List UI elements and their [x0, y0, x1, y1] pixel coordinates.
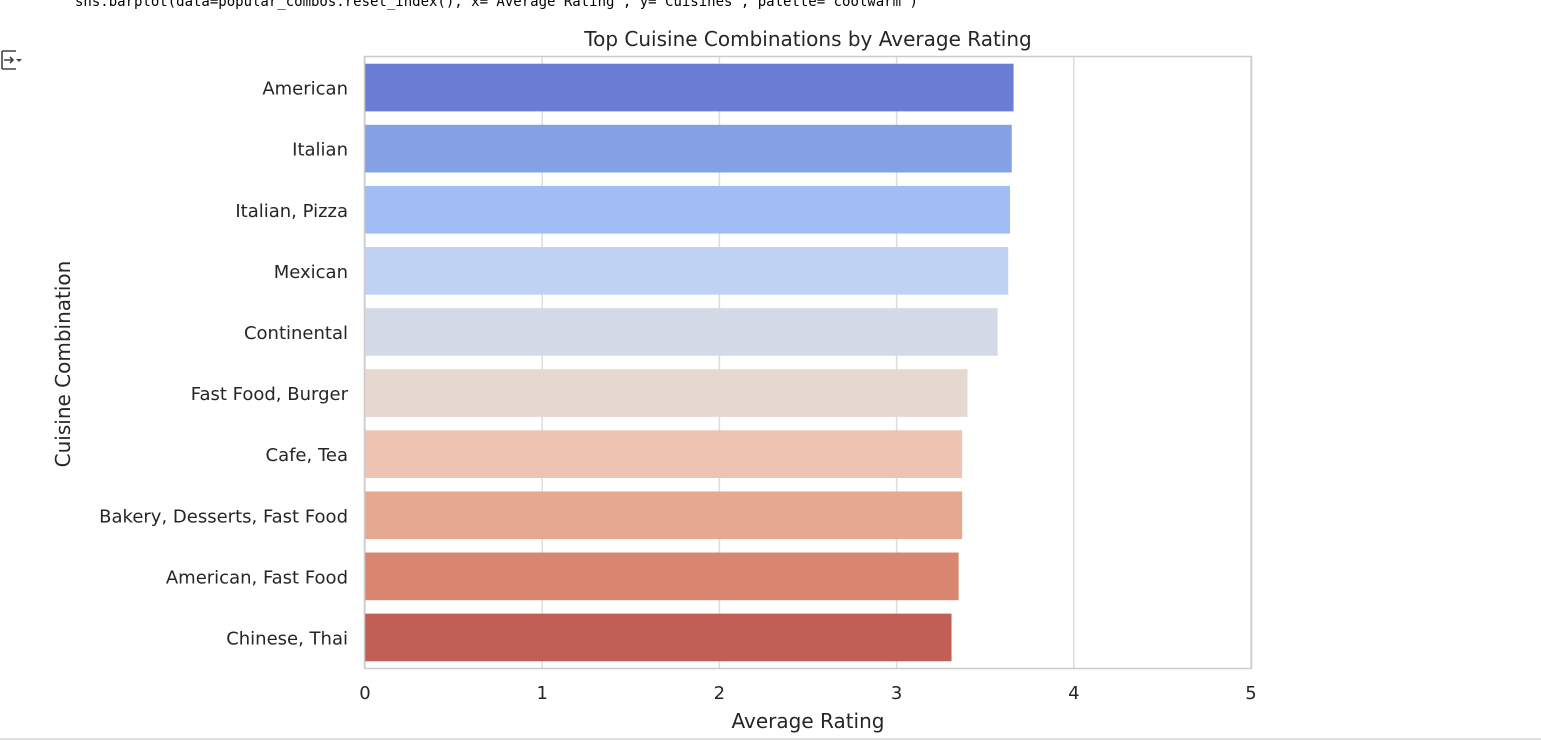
bars [365, 63, 1014, 662]
y-tick-label: Chinese, Thai [226, 628, 348, 649]
bar [365, 369, 968, 417]
bar [365, 247, 1009, 295]
bar [365, 308, 998, 356]
y-tick-label: American [262, 79, 348, 100]
x-tick-label: 2 [714, 683, 725, 704]
plot-frame [363, 55, 1253, 670]
bar [365, 124, 1012, 173]
y-axis-label: Cuisine Combination [51, 261, 75, 468]
x-tick-label: 1 [536, 683, 547, 704]
bar [365, 63, 1014, 112]
y-tick-label: Continental [244, 323, 348, 344]
bar [365, 491, 963, 540]
cell-divider [0, 738, 1541, 740]
chart-title: Top Cuisine Combinations by Average Rati… [583, 27, 1031, 51]
x-axis-label: Average Rating [732, 709, 885, 733]
code-line: sns.barplot(data=popular_combos.reset_in… [75, 0, 918, 10]
y-tick-label: Bakery, Desserts, Fast Food [99, 506, 348, 527]
x-tick-label: 0 [359, 683, 370, 704]
x-tick-label: 3 [891, 683, 902, 704]
y-tick-labels: American Italian Italian, Pizza Mexican Cont… [99, 79, 348, 650]
x-tick-labels: 0 1 2 3 4 5 [359, 683, 1256, 704]
y-tick-label: Mexican [274, 262, 348, 283]
y-tick-label: Fast Food, Burger [191, 384, 349, 405]
y-tick-label: American, Fast Food [166, 567, 348, 588]
x-tick-label: 4 [1068, 683, 1079, 704]
bar [365, 613, 952, 662]
bar [365, 430, 963, 478]
bar [365, 552, 959, 601]
y-tick-label: Italian, Pizza [235, 201, 348, 222]
y-tick-label: Italian [292, 140, 348, 161]
y-tick-label: Cafe, Tea [266, 445, 349, 466]
x-tick-label: 5 [1245, 683, 1256, 704]
bar [365, 185, 1011, 234]
output-collapse-icon[interactable] [0, 48, 24, 72]
